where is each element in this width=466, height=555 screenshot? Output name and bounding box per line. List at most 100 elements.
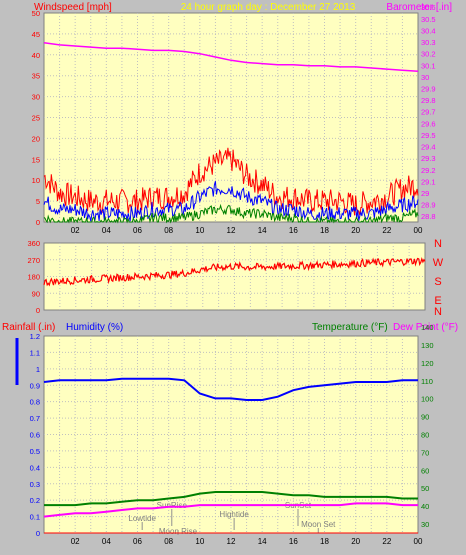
direction-grid [43,242,426,311]
y-left-tick-label: 0.9 [30,381,40,390]
y-left-tick-label: 45 [32,30,40,39]
humidity-temp-ticks: 02 04 06 08 10 12 14 16 18 20 22 0000.10.20.30.40.5… [30,323,434,546]
y-right-tick-label: 28.9 [421,201,436,210]
y-right-tick-label: 110 [421,377,433,386]
y-left-tick-label: 15 [32,155,40,164]
x-tick-label: 18 [320,226,329,235]
y-right-tick-label: 140 [421,323,434,332]
y-right-tick-label: 70 [421,448,429,457]
barometer-axis-label: Barometer [.in] [386,2,452,13]
x-tick-label: 14 [258,226,267,235]
y-right-tick-label: 28.8 [421,212,436,221]
x-tick-label: 08 [164,226,173,235]
y-left-tick-label: 0.1 [30,513,40,522]
y-right-tick-label: 29.7 [421,108,436,117]
y-left-tick-label: 0.4 [30,463,40,472]
y-left-tick-label: 35 [32,72,40,81]
dewpoint-line [43,502,418,518]
y-left-tick-label: 0.5 [30,447,40,456]
y-right-tick-label: 30.5 [421,15,436,24]
y-right-tick-label: 90 [421,413,429,422]
y-left-tick-label: 0 [36,218,40,227]
humidity-axis-label: Humidity (%) [66,322,123,333]
compass-s: S [434,276,441,288]
compass-n-top: N [434,238,442,250]
barometer-line [43,41,419,73]
y-left-tick-label: 50 [32,9,40,18]
annotation-label: Lowtide [128,514,156,523]
x-tick-label: 00 [414,537,423,546]
y-right-tick-label: 30.1 [421,61,436,70]
x-tick-label: 22 [382,537,391,546]
x-tick-label: 08 [164,537,173,546]
y-right-tick-label: 29.6 [421,119,436,128]
y-left-tick-label: 0 [36,529,40,538]
y-right-tick-label: 29.3 [421,154,436,163]
y-right-tick-label: 120 [421,359,434,368]
y-right-tick-label: 30.2 [421,50,436,59]
humidity-temp-series [15,338,418,534]
annotation-label: SunRise [157,501,188,510]
x-tick-label: 20 [351,226,360,235]
x-tick-label: 02 [71,537,80,546]
x-tick-label: 12 [227,537,236,546]
dewpoint-axis-label: Dew Point (°F) [393,322,458,333]
x-tick-label: 16 [289,537,298,546]
y-right-tick-label: 50 [421,484,429,493]
y-left-tick-label: 270 [27,256,40,265]
compass-n-bottom: N [434,306,442,318]
x-tick-label: 04 [102,226,111,235]
y-left-tick-label: 0.8 [30,398,40,407]
x-tick-label: 16 [289,226,298,235]
y-right-tick-label: 30 [421,73,429,82]
x-tick-label: 18 [320,537,329,546]
y-right-tick-label: 30.6 [421,3,436,12]
humidity-temp-grid [43,335,419,534]
y-right-tick-label: 29.2 [421,166,436,175]
y-right-tick-label: 29.5 [421,131,436,140]
direction-ticks: 0 90 180 270 360 [27,239,40,315]
y-right-tick-label: 30.4 [421,26,436,35]
compass-labels: N W S E N [433,238,444,318]
humidity-line [43,377,418,401]
rainfall-axis-label: Rainfall (.in) [2,322,55,333]
x-tick-label: 02 [71,226,80,235]
y-right-tick-label: 29.4 [421,143,436,152]
compass-e: E [434,295,441,307]
y-left-tick-label: 1.1 [30,348,40,357]
y-left-tick-label: 0.3 [30,480,40,489]
y-left-tick-label: 20 [32,134,40,143]
annotation-label: Moon Rise [159,527,198,536]
annotation-label: Moon Set [301,520,336,529]
x-tick-label: 06 [133,537,142,546]
y-right-tick-label: 80 [421,431,429,440]
y-left-tick-label: 10 [32,176,40,185]
graph-title: 24 hour graph day : December 27 2013 [181,2,356,13]
y-right-tick-label: 29.8 [421,96,436,105]
y-left-tick-label: 0 [36,306,40,315]
y-left-tick-label: 0.7 [30,414,40,423]
temperature-line [44,491,418,507]
x-tick-label: 22 [382,226,391,235]
x-tick-label: 10 [195,537,204,546]
wind-direction-line [43,256,426,287]
y-right-tick-label: 30.3 [421,38,436,47]
y-right-tick-label: 29.1 [421,177,436,186]
y-left-tick-label: 1.2 [30,332,40,341]
temperature-axis-label: Temperature (°F) [312,322,388,333]
y-left-tick-label: 90 [32,289,40,298]
y-right-tick-label: 60 [421,466,429,475]
wind-avg-line [43,181,419,222]
y-left-tick-label: 0.2 [30,496,40,505]
y-left-tick-label: 40 [32,51,40,60]
x-tick-label: 20 [351,537,360,546]
compass-w: W [433,257,444,269]
y-left-tick-label: 1 [36,365,40,374]
y-left-tick-label: 0.6 [30,431,40,440]
annotation-label: Hightide [219,510,249,519]
y-right-tick-label: 29.9 [421,84,436,93]
y-left-tick-label: 360 [27,239,40,248]
wind-baro-series [43,41,419,224]
